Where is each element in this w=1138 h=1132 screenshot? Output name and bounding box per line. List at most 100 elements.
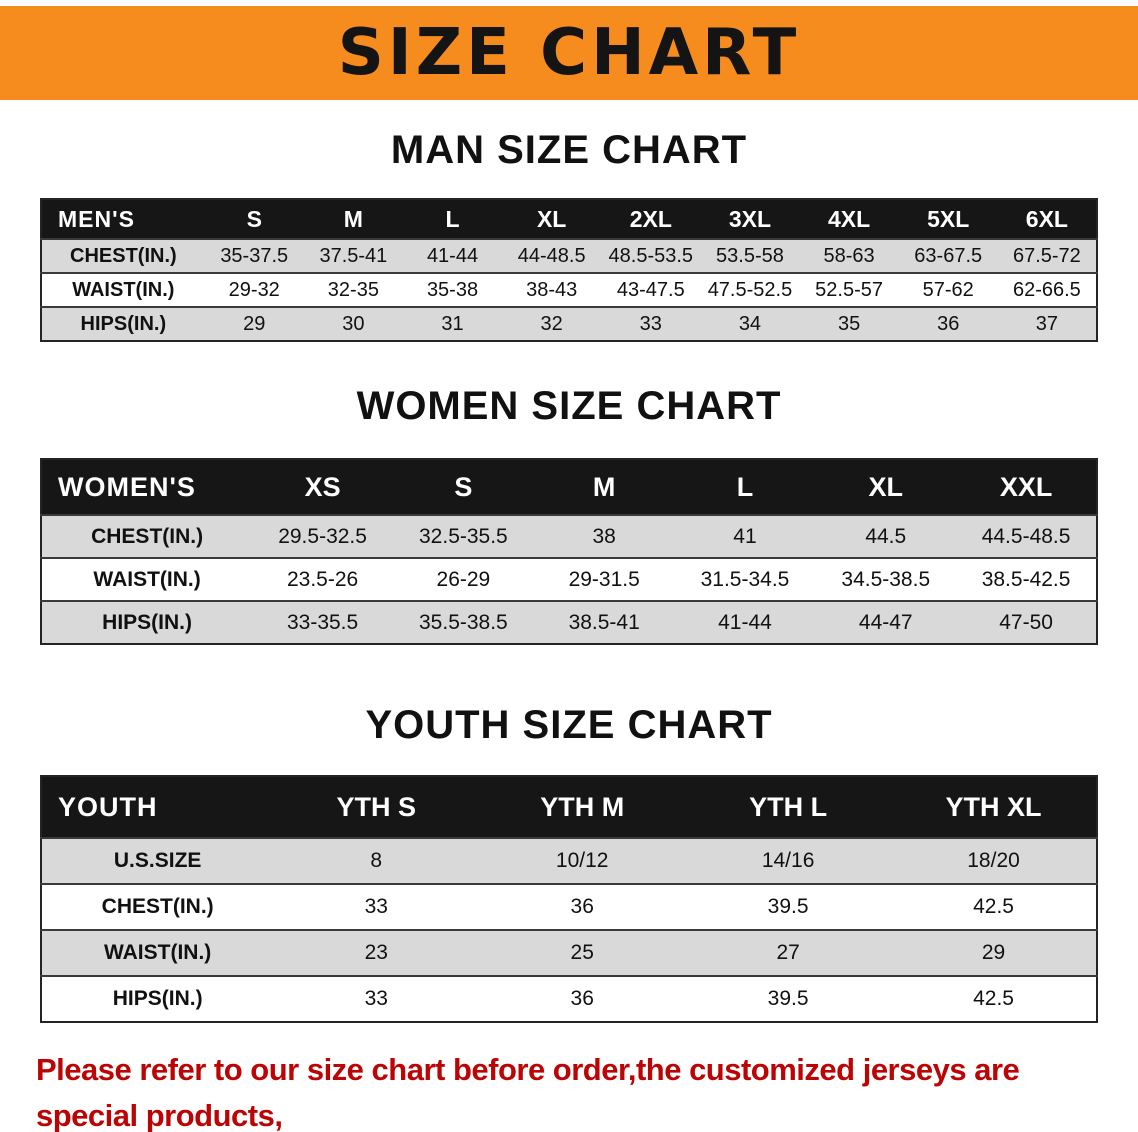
size-value-cell: 23 <box>364 941 388 964</box>
table-title-cell: WOMEN'S <box>41 459 253 515</box>
size-value-cell: 35.5-38.5 <box>419 610 508 634</box>
size-header-cell: M <box>533 459 675 515</box>
size-value-cell: 62-66.5 <box>1012 278 1081 301</box>
size-value-cell: 44.5-48.5 <box>981 524 1071 548</box>
size-value-cell: 38-43 <box>526 278 578 301</box>
size-value-cell: 35-38 <box>426 278 479 301</box>
size-value-cell: 41 <box>733 524 757 548</box>
size-value-cell: 34.5-38.5 <box>841 567 931 591</box>
size-value-cell: 25 <box>570 941 594 964</box>
size-header-cell: YTH L <box>685 776 892 838</box>
size-value-cell: 67.5-72 <box>1012 244 1081 267</box>
row-label-cell: HIPS(IN.) <box>112 987 203 1010</box>
disclaimer-line-1: Please refer to our size chart before or… <box>36 1052 1020 1132</box>
table-header-row: YOUTH YTH S YTH M YTH L YTH XL <box>41 776 1097 838</box>
size-header-cell: 4XL <box>799 199 899 239</box>
size-value-cell: 41-44 <box>426 244 479 267</box>
size-value-cell: 41-44 <box>718 610 772 634</box>
size-value-cell: 8 <box>370 849 383 872</box>
table-title-cell: MEN'S <box>41 199 205 239</box>
size-value-cell: 29 <box>243 312 266 335</box>
size-value-cell: 42.5 <box>973 895 1014 918</box>
size-value-cell: 14/16 <box>761 849 815 872</box>
size-value-cell: 53.5-58 <box>716 244 784 267</box>
size-header-cell: YTH M <box>479 776 686 838</box>
table-row: WAIST(IN.) 23.5-26 26-29 29-31.5 31.5-34.5 34… <box>41 558 1097 601</box>
size-value-cell: 44-48.5 <box>517 244 586 267</box>
row-label-cell: U.S.SIZE <box>113 849 202 872</box>
size-header-cell: YTH XL <box>891 776 1097 838</box>
table-row: WAIST(IN.) 29-32 32-35 35-38 38-43 43-47.5 47.… <box>41 273 1097 307</box>
table-header-row: MEN'S S M L XL 2XL 3XL 4XL 5XL 6XL <box>41 199 1097 239</box>
size-value-cell: 47-50 <box>999 610 1053 634</box>
row-label-cell: WAIST(IN.) <box>93 567 201 591</box>
size-value-cell: 42.5 <box>973 987 1014 1010</box>
size-value-cell: 29-31.5 <box>568 567 640 591</box>
size-value-cell: 29.5-32.5 <box>278 524 367 548</box>
size-header-cell: L <box>402 199 503 239</box>
size-header-cell: S <box>204 199 304 239</box>
size-value-cell: 10/12 <box>555 849 609 872</box>
size-value-cell: 63-67.5 <box>914 244 983 267</box>
size-header-cell: 5XL <box>898 199 998 239</box>
size-header-cell: XL <box>815 459 957 515</box>
table-row: CHEST(IN.) 35-37.5 37.5-41 41-44 44-48.5 48.5… <box>41 239 1097 273</box>
size-value-cell: 52.5-57 <box>815 278 883 301</box>
row-label-cell: WAIST(IN.) <box>72 278 175 301</box>
size-value-cell: 44.5 <box>865 524 907 548</box>
size-value-cell: 26-29 <box>436 567 491 591</box>
page-title: SIZE CHART <box>337 16 801 90</box>
size-value-cell: 35-37.5 <box>220 244 289 267</box>
size-value-cell: 39.5 <box>767 987 809 1010</box>
row-label-cell: CHEST(IN.) <box>101 895 214 918</box>
size-value-cell: 31.5-34.5 <box>700 567 790 591</box>
size-header-cell: 3XL <box>700 199 800 239</box>
size-value-cell: 58-63 <box>823 244 875 267</box>
size-header-cell: XXL <box>956 459 1097 515</box>
size-header-cell: M <box>303 199 403 239</box>
table-row: HIPS(IN.) 33 36 39.5 42.5 <box>41 976 1097 1022</box>
size-value-cell: 33 <box>364 987 388 1010</box>
youth-section-heading: YOUTH SIZE CHART <box>365 703 773 747</box>
youth-size-table: YOUTH YTH S YTH M YTH L YTH XL U.S.SIZE 8 10/12… <box>40 775 1098 1023</box>
row-label-cell: CHEST(IN.) <box>91 524 204 548</box>
size-value-cell: 29 <box>981 941 1006 964</box>
size-value-cell: 57-62 <box>922 278 974 301</box>
size-value-cell: 48.5-53.5 <box>608 244 694 267</box>
youth-size-section: YOUTH SIZE CHART YOUTH YTH S YTH M YTH L YTH… <box>0 701 1138 1023</box>
size-value-cell: 29-32 <box>228 278 280 301</box>
size-value-cell: 47.5-52.5 <box>707 278 793 301</box>
table-header-row: WOMEN'S XS S M L XL XXL <box>41 459 1097 515</box>
size-value-cell: 36 <box>937 312 960 335</box>
table-row: CHEST(IN.) 33 36 39.5 42.5 <box>41 884 1097 930</box>
size-value-cell: 30 <box>342 312 365 335</box>
women-section-heading: WOMEN SIZE CHART <box>356 384 782 428</box>
size-value-cell: 35 <box>837 312 861 335</box>
size-header-cell: S <box>392 459 534 515</box>
size-value-cell: 43-47.5 <box>616 278 685 301</box>
men-section-heading: MAN SIZE CHART <box>390 128 748 172</box>
table-row: WAIST(IN.) 23 25 27 29 <box>41 930 1097 976</box>
size-header-cell: 2XL <box>601 199 701 239</box>
disclaimer-note: Please refer to our size chart before or… <box>36 1047 1118 1132</box>
size-value-cell: 32 <box>540 312 563 335</box>
size-value-cell: 33-35.5 <box>286 610 359 634</box>
size-value-cell: 38.5-42.5 <box>981 567 1071 591</box>
size-value-cell: 18/20 <box>967 849 1020 872</box>
size-value-cell: 32.5-35.5 <box>419 524 508 548</box>
size-value-cell: 33 <box>364 895 388 918</box>
men-size-table: MEN'S S M L XL 2XL 3XL 4XL 5XL 6XL CHEST(IN.) 35-37… <box>40 198 1098 342</box>
size-value-cell: 34 <box>738 312 762 335</box>
size-value-cell: 32-35 <box>327 278 379 301</box>
size-value-cell: 36 <box>570 895 594 918</box>
row-label-cell: WAIST(IN.) <box>103 941 212 964</box>
table-row: CHEST(IN.) 29.5-32.5 32.5-35.5 38 41 44.5 44.5… <box>41 515 1097 558</box>
size-header-cell: L <box>674 459 816 515</box>
table-row: HIPS(IN.) 33-35.5 35.5-38.5 38.5-41 41-44 44-… <box>41 601 1097 644</box>
size-header-cell: XL <box>502 199 602 239</box>
size-header-cell: 6XL <box>997 199 1097 239</box>
table-row: HIPS(IN.) 29 30 31 32 33 34 35 36 37 <box>41 307 1097 341</box>
size-header-cell: YTH S <box>273 776 480 838</box>
table-row: U.S.SIZE 8 10/12 14/16 18/20 <box>41 838 1097 884</box>
row-label-cell: HIPS(IN.) <box>80 312 167 335</box>
